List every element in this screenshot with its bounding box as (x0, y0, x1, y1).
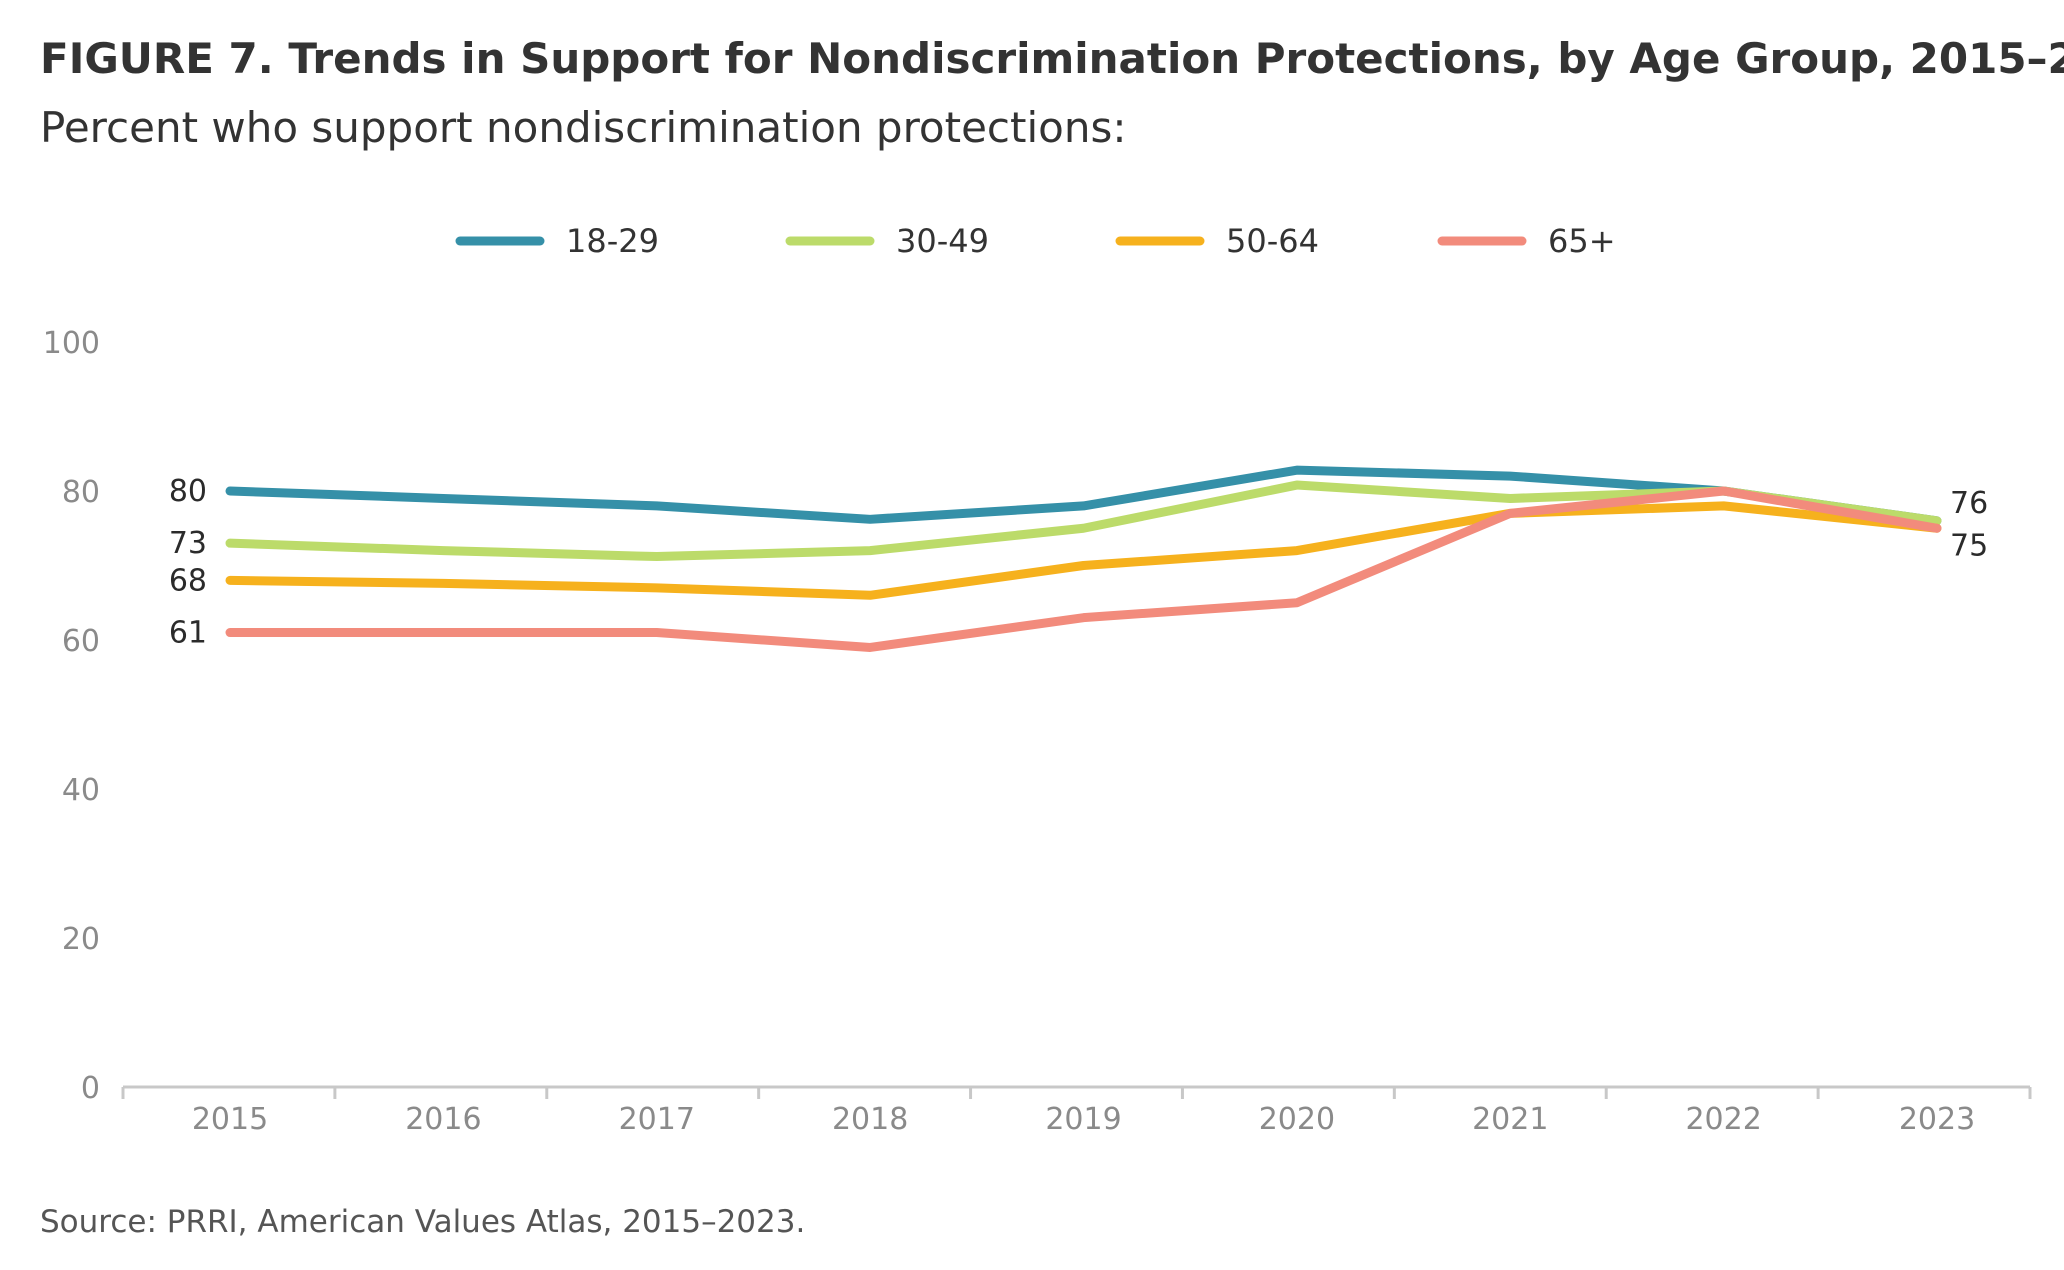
legend-label-65+: 65+ (1548, 222, 1616, 260)
series-line-18-29 (225, 465, 1942, 526)
source-note: Source: PRRI, American Values Atlas, 201… (40, 1204, 805, 1240)
start-label-18-29: 80 (169, 474, 207, 509)
x-tick-label: 2017 (619, 1102, 695, 1137)
y-tick-label: 100 (43, 326, 100, 361)
chart-title: FIGURE 7. Trends in Support for Nondiscr… (40, 34, 2064, 83)
legend-label-30-49: 30-49 (896, 222, 989, 260)
end-label: 75 (1950, 528, 1988, 563)
x-tick-label: 2016 (405, 1102, 481, 1137)
series-line-65+ (225, 486, 1942, 652)
legend-label-18-29: 18-29 (566, 222, 659, 260)
start-label-30-49: 73 (169, 526, 207, 561)
x-tick-label: 2023 (1899, 1102, 1975, 1137)
series-lines (225, 465, 1942, 652)
x-tick-label: 2015 (192, 1102, 268, 1137)
y-tick-label: 80 (62, 475, 100, 510)
x-tick-label: 2020 (1259, 1102, 1335, 1137)
y-axis: 0 20 40 60 80 100 (43, 326, 100, 1106)
y-tick-label: 60 (62, 624, 100, 659)
start-label-50-64: 68 (169, 563, 207, 598)
y-tick-label: 20 (62, 922, 100, 957)
y-tick-label: 40 (62, 773, 100, 808)
y-tick-label: 0 (81, 1071, 100, 1106)
x-tick-label: 2021 (1472, 1102, 1548, 1137)
legend: 18-29 30-49 50-64 65+ (455, 222, 1616, 260)
chart-subtitle: Percent who support nondiscrimination pr… (40, 103, 1127, 152)
series-line-30-49 (225, 480, 1942, 562)
end-label: 76 (1950, 486, 1988, 521)
legend-label-50-64: 50-64 (1226, 222, 1319, 260)
x-tick-label: 2018 (832, 1102, 908, 1137)
x-tick-label: 2022 (1685, 1102, 1761, 1137)
x-tick-label: 2019 (1045, 1102, 1121, 1137)
x-axis: 2015 2016 2017 2018 2019 2020 2021 2022 2023 (121, 1085, 2032, 1137)
start-label-65+: 61 (169, 616, 207, 651)
series-line-50-64 (225, 501, 1942, 600)
